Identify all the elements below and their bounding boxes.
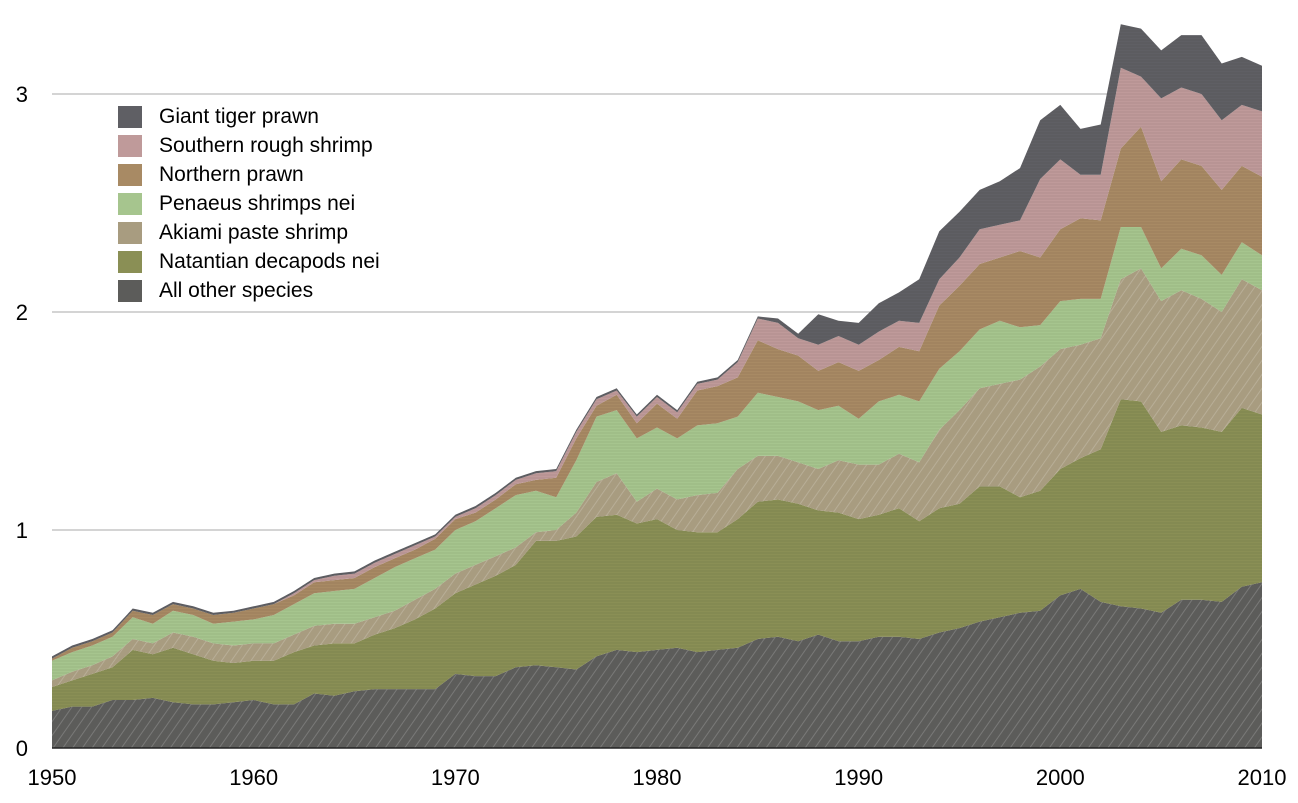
y-tick-label: 3 [16,82,28,107]
legend-label: Southern rough shrimp [159,133,373,157]
legend-item: Southern rough shrimp [118,131,380,160]
legend-item: Giant tiger prawn [118,102,380,131]
legend-swatch [118,279,142,302]
legend-label: Natantian decapods nei [159,249,380,273]
legend-swatch [118,250,142,273]
x-tick-label: 1960 [229,765,278,790]
x-tick-label: 1990 [834,765,883,790]
legend-label: Akiami paste shrimp [159,220,349,244]
area-texture-northern-prawn [52,126,1262,661]
x-tick-label: 1950 [28,765,77,790]
x-tick-label: 2000 [1036,765,1085,790]
legend-item: Natantian decapods nei [118,247,380,276]
y-tick-label: 0 [16,736,28,761]
legend: Giant tiger prawn Southern rough shrimp … [118,102,380,305]
legend-item: Penaeus shrimps nei [118,189,380,218]
legend-label: Giant tiger prawn [159,104,319,128]
legend-label: Northern prawn [159,162,304,186]
x-tick-labels: 1950 1960 1970 1980 1990 2000 2010 [28,765,1287,790]
area-texture-all-other-species [52,582,1262,748]
area-texture-penaeus-shrimps-nei [52,227,1262,681]
legend-swatch [118,134,142,157]
area-layers [52,24,1262,748]
y-tick-labels: 0 1 2 3 [16,82,28,761]
legend-label: All other species [159,278,314,302]
legend-swatch [118,192,142,215]
legend-item: All other species [118,276,380,305]
area-texture-natantian-decapods-nei [52,399,1262,711]
legend-item: Akiami paste shrimp [118,218,380,247]
legend-swatch [118,163,142,186]
x-tick-label: 1970 [431,765,480,790]
legend-label: Penaeus shrimps nei [159,191,356,215]
legend-item: Northern prawn [118,160,380,189]
y-tick-label: 1 [16,518,28,543]
legend-swatch [118,105,142,128]
x-tick-label: 1980 [633,765,682,790]
x-tick-label: 2010 [1238,765,1287,790]
area-texture-akiami-paste-shrimp [52,268,1262,687]
y-tick-label: 2 [16,300,28,325]
legend-swatch [118,221,142,244]
